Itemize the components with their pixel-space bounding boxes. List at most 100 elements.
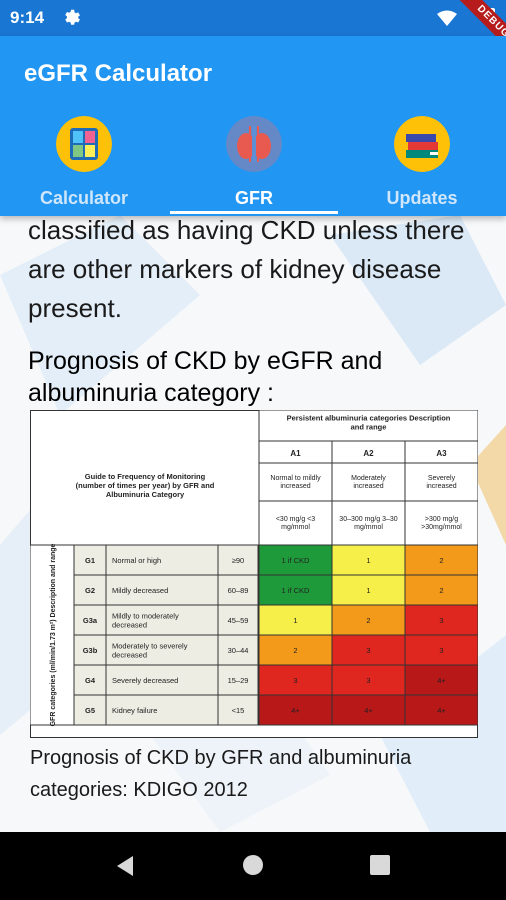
gfr-range: <15 [232,706,245,715]
risk-cell [258,544,333,576]
books-icon [394,116,450,172]
albuminuria-range: >300 mg/g [425,516,458,523]
risk-value: 2 [439,586,443,595]
back-icon[interactable] [115,854,135,878]
gfr-desc-cell [105,574,219,606]
albuminuria-desc: Moderately [351,475,386,482]
albuminuria-header: and range [351,423,387,432]
gfr-range-cell [217,694,259,726]
gfr-desc: Moderately to severely [112,642,188,651]
gfr-code: G3a [83,616,98,625]
gfr-desc-cell [105,604,219,636]
risk-cell [258,574,333,606]
gfr-desc-cell [105,544,219,576]
albuminuria-desc: increased [426,483,456,490]
gfr-desc: decreased [112,651,147,660]
gfr-code-cell [73,544,107,576]
section-title: Prognosis of CKD by eGFR and albuminuria… [28,347,383,407]
tab-calculator-label: Calculator [39,188,129,208]
albuminuria-range: 30–300 mg/g 3–30 [339,516,397,523]
gfr-code-cell [73,664,107,696]
gfr-code: G1 [85,556,95,565]
albuminuria-desc-cell [404,462,479,502]
table-caption: Prognosis of CKD by GFR and albuminuria … [30,747,412,801]
risk-value: 4+ [364,706,373,715]
gfr-axis-label: GFR categories (ml/min/1.73 m²) Descript… [50,543,57,726]
albuminuria-header: Persistent albuminuria categories Descri… [287,414,451,423]
kdigo-table-graphic: Guide to Frequency of Monitoring(number … [29,409,479,738]
albuminuria-code: A1 [290,449,301,458]
settings-gear-icon [65,9,80,25]
guide-text: Albuminuria Category [106,490,185,499]
tab-calculator[interactable]: Calculator [0,116,168,216]
risk-value: 1 [366,556,370,565]
albuminuria-code: A3 [436,449,447,458]
risk-value: 3 [366,646,370,655]
albuminuria-desc-cell [258,462,333,502]
albuminuria-desc: increased [280,483,310,490]
risk-value: 1 [366,586,370,595]
gfr-desc: Severely decreased [112,676,178,685]
system-nav-bar [0,832,506,900]
risk-value: 2 [293,646,297,655]
kidney-icon [226,116,282,172]
gfr-code: G5 [85,706,95,715]
gfr-code-cell [73,604,107,636]
gfr-desc-cell [105,694,219,726]
albuminuria-range: <30 mg/g <3 [276,516,315,523]
gfr-axis-cell [29,544,75,726]
kdigo-prognosis-table: Guide to Frequency of Monitoring (number … [29,409,479,738]
albuminuria-range-cell [258,500,333,546]
albuminuria-range: mg/mmol [354,524,383,531]
risk-value: 1 if CKD [282,586,311,595]
guide-text: Guide to Frequency of Monitoring [85,472,206,481]
gfr-desc: Normal or high [112,556,161,565]
gfr-range-cell [217,574,259,606]
gfr-range: ≥90 [232,556,244,565]
gfr-range: 60–89 [228,586,249,595]
risk-value: 4+ [437,706,446,715]
status-time: 9:14 [10,8,45,27]
albuminuria-desc: increased [353,483,383,490]
risk-cell [404,634,479,666]
risk-cell [258,634,333,666]
tab-indicator [170,211,338,214]
albuminuria-range: >30mg/mmol [421,524,462,531]
tab-gfr[interactable]: GFR [170,116,338,216]
risk-cell [331,544,406,576]
app-bar: eGFR Calculator Calculator GFR [0,36,506,216]
gfr-desc-cell [105,634,219,666]
albuminuria-range-cell [404,500,479,546]
albuminuria-range: mg/mmol [281,524,310,531]
gfr-code-cell [73,634,107,666]
albuminuria-desc: Normal to mildly [270,475,321,482]
risk-value: 2 [439,556,443,565]
wifi-icon [437,10,457,26]
albuminuria-desc: Severely [428,475,456,482]
gfr-desc: Kidney failure [112,706,157,715]
gfr-range: 45–59 [228,616,249,625]
gfr-desc: decreased [112,621,147,630]
body-paragraph: classified as having CKD unless there ar… [28,215,465,323]
gfr-range: 15–29 [228,676,249,685]
tab-updates-label: Updates [386,188,458,208]
gfr-range-cell [217,604,259,636]
gfr-desc: Mildly decreased [112,586,168,595]
albuminuria-code: A2 [363,449,374,458]
risk-value: 1 if CKD [282,556,311,565]
albuminuria-range-cell [331,500,406,546]
home-icon[interactable] [243,855,263,875]
risk-value: 3 [439,616,443,625]
tab-updates[interactable]: Updates [338,116,506,216]
recent-apps-icon[interactable] [370,855,390,875]
risk-value: 3 [293,676,297,685]
risk-value: 3 [439,646,443,655]
risk-cell [258,604,333,636]
app-title: eGFR Calculator [24,60,213,87]
risk-cell [258,664,333,696]
gfr-code: G4 [85,676,96,685]
risk-value: 1 [293,616,297,625]
content-area[interactable]: classified as having CKD unless there ar… [0,215,506,832]
risk-value: 3 [366,676,370,685]
tab-gfr-label: GFR [235,188,273,208]
